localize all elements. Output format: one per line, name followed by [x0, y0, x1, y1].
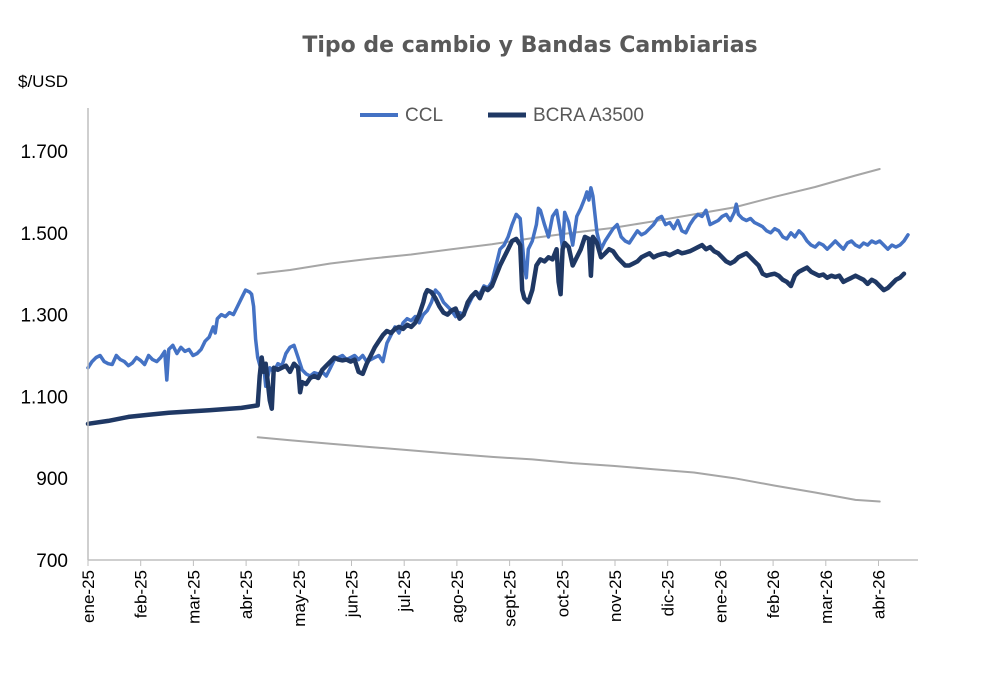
x-tick-label: ene-25 — [79, 570, 98, 623]
x-tick-label: sept-25 — [501, 570, 520, 627]
chart-title: Tipo de cambio y Bandas Cambiarias — [302, 33, 757, 58]
x-axis: ene-25 feb-25 mar-25 abr-25 may-25 jun-25 jul-… — [79, 560, 889, 627]
x-tick-label: dic-25 — [659, 570, 678, 616]
series-line-ccl — [86, 186, 910, 388]
x-tick-label: abr-26 — [870, 570, 889, 619]
band-lower-line — [256, 436, 881, 503]
x-tick-label: feb-26 — [764, 570, 783, 618]
y-tick-label: 700 — [36, 551, 68, 572]
x-tick-label: feb-25 — [132, 570, 151, 618]
plot-area — [85, 168, 910, 503]
legend: CCL BCRA A3500 — [360, 105, 644, 126]
x-tick-label: jun-25 — [343, 570, 362, 618]
x-tick-label: may-25 — [290, 570, 309, 627]
y-tick-label: 900 — [36, 469, 68, 490]
series-line-bcra — [85, 234, 907, 427]
x-tick-label: mar-26 — [817, 570, 836, 624]
x-tick-label: oct-25 — [553, 570, 572, 617]
legend-label-ccl: CCL — [405, 105, 443, 126]
y-axis: 700 900 1.100 1.300 1.500 1.700 — [20, 142, 68, 572]
y-tick-label: 1.100 — [20, 387, 68, 408]
x-tick-label: ago-25 — [448, 570, 467, 623]
y-tick-label: 1.500 — [20, 224, 68, 245]
x-tick-label: ene-26 — [711, 570, 730, 623]
y-tick-label: 1.700 — [20, 142, 68, 163]
x-tick-label: abr-25 — [237, 570, 256, 619]
x-tick-label: nov-25 — [606, 570, 625, 622]
legend-label-bcra: BCRA A3500 — [533, 105, 644, 126]
y-tick-label: 1.300 — [20, 306, 68, 327]
x-tick-label: mar-25 — [184, 570, 203, 624]
x-tick-label: jul-25 — [395, 570, 414, 613]
y-axis-unit-label: $/USD — [18, 72, 68, 91]
